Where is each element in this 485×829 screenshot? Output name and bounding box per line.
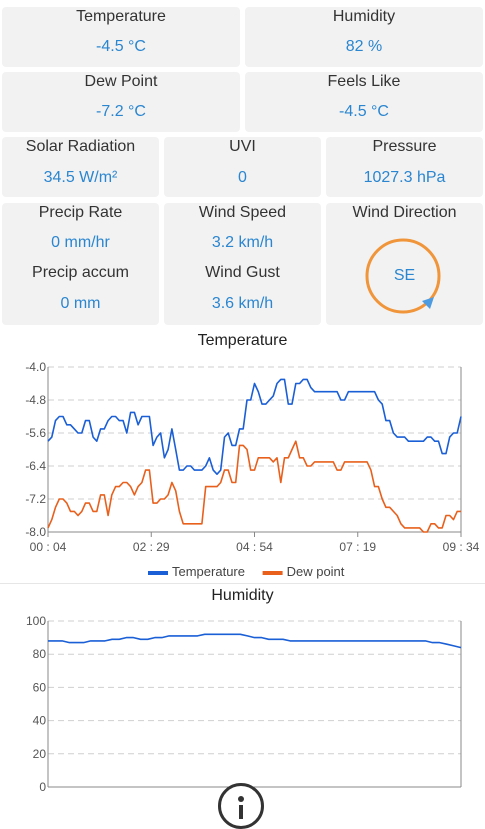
solar-radiation-card[interactable]: Solar Radiation 34.5 W/m² bbox=[2, 137, 159, 197]
y-tick-label: 0 bbox=[39, 780, 46, 794]
x-tick-label: 07 : 19 bbox=[339, 540, 376, 554]
legend-label: Dew point bbox=[287, 564, 345, 579]
humidity-chart-title: Humidity bbox=[211, 587, 274, 604]
y-tick-label: 80 bbox=[33, 647, 47, 661]
humidity-chart: 100 80 60 40 20 0 bbox=[26, 614, 462, 794]
feels-like-card[interactable]: Feels Like -4.5 °C bbox=[245, 72, 483, 132]
precip-rate-value: 0 mm/hr bbox=[51, 234, 110, 251]
y-tick-label: -5.6 bbox=[25, 426, 46, 440]
wind-speed-value: 3.2 km/h bbox=[211, 234, 274, 251]
legend-swatch bbox=[262, 571, 283, 575]
temperature-value: -4.5 °C bbox=[96, 38, 146, 55]
series-line-humidity bbox=[48, 633, 462, 649]
y-tick-label: -4.0 bbox=[25, 360, 46, 374]
wind-direction-value: SE bbox=[393, 267, 416, 284]
wind-direction-label: Wind Direction bbox=[352, 204, 457, 221]
chart-divider bbox=[0, 583, 485, 584]
y-tick-label: 100 bbox=[26, 614, 46, 628]
x-tick-label: 00 : 04 bbox=[30, 540, 67, 554]
pressure-label: Pressure bbox=[372, 138, 437, 155]
feels-like-value: -4.5 °C bbox=[339, 103, 389, 120]
pressure-card[interactable]: Pressure 1027.3 hPa bbox=[326, 137, 483, 197]
uvi-value: 0 bbox=[238, 169, 247, 186]
wind-gust-label: Wind Gust bbox=[205, 264, 280, 281]
uvi-label: UVI bbox=[229, 138, 256, 155]
solar-radiation-label: Solar Radiation bbox=[25, 138, 136, 155]
pressure-value: 1027.3 hPa bbox=[363, 169, 446, 186]
y-tick-label: -8.0 bbox=[25, 525, 46, 539]
dew-point-card[interactable]: Dew Point -7.2 °C bbox=[2, 72, 240, 132]
wind-speed-label: Wind Speed bbox=[198, 204, 287, 221]
y-tick-label: 60 bbox=[33, 680, 47, 694]
precip-accum-label: Precip accum bbox=[32, 264, 129, 281]
humidity-label: Humidity bbox=[332, 8, 396, 25]
y-tick-label: -7.2 bbox=[25, 492, 46, 506]
precip-card[interactable]: Precip Rate 0 mm/hr Precip accum 0 mm bbox=[2, 203, 159, 325]
wind-gust-value: 3.6 km/h bbox=[211, 295, 274, 312]
temperature-label: Temperature bbox=[76, 8, 166, 25]
y-tick-label: 40 bbox=[33, 714, 47, 728]
compass-arrow-icon bbox=[422, 297, 434, 309]
y-tick-label: 20 bbox=[33, 747, 47, 761]
y-tick-label: -6.4 bbox=[25, 459, 46, 473]
info-icon bbox=[238, 796, 244, 802]
humidity-value: 82 % bbox=[345, 38, 383, 55]
series-line-dew-point bbox=[47, 440, 461, 533]
compass-ring bbox=[365, 238, 441, 314]
x-tick-label: 02 : 29 bbox=[133, 540, 170, 554]
humidity-card[interactable]: Humidity 82 % bbox=[245, 7, 483, 67]
legend-swatch bbox=[148, 571, 168, 575]
uvi-card[interactable]: UVI 0 bbox=[164, 137, 321, 197]
feels-like-label: Feels Like bbox=[327, 73, 401, 90]
x-tick-label: 09 : 34 bbox=[443, 540, 480, 554]
info-button[interactable] bbox=[218, 783, 264, 829]
temperature-chart-title: Temperature bbox=[197, 332, 288, 349]
legend-label: Temperature bbox=[172, 564, 245, 579]
temperature-chart: -4.0 -4.8 -5.6 -6.4 -7.2 -8.000 : 04 02 : 29 04… bbox=[25, 360, 480, 579]
wind-direction-card[interactable]: Wind Direction SE bbox=[326, 203, 483, 325]
dew-point-value: -7.2 °C bbox=[96, 103, 146, 120]
solar-radiation-value: 34.5 W/m² bbox=[43, 169, 118, 186]
wind-card[interactable]: Wind Speed 3.2 km/h Wind Gust 3.6 km/h bbox=[164, 203, 321, 325]
y-tick-label: -4.8 bbox=[25, 393, 46, 407]
precip-rate-label: Precip Rate bbox=[38, 204, 123, 221]
compass-icon bbox=[365, 238, 441, 314]
x-tick-label: 04 : 54 bbox=[236, 540, 273, 554]
series-line-temperature bbox=[47, 378, 462, 475]
temperature-card[interactable]: Temperature -4.5 °C bbox=[2, 7, 240, 67]
dew-point-label: Dew Point bbox=[84, 73, 158, 90]
precip-accum-value: 0 mm bbox=[60, 295, 101, 312]
